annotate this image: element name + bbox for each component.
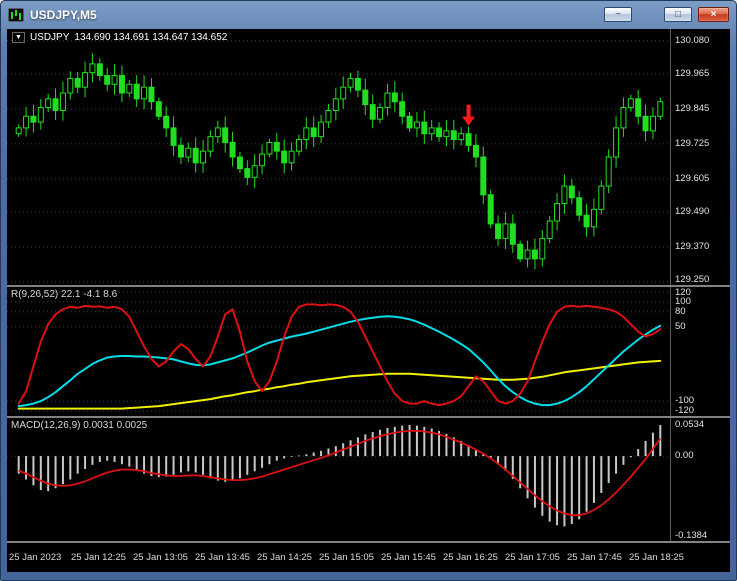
axis-label: 129.845 <box>675 103 710 114</box>
quote-ohlc: 134.690 134.691 134.647 134.652 <box>74 32 228 43</box>
time-label: 25 Jan 18:25 <box>629 552 684 563</box>
time-label: 25 Jan 17:05 <box>505 552 560 563</box>
panel-divider[interactable] <box>7 285 730 287</box>
time-label: 25 Jan 15:05 <box>319 552 374 563</box>
macd-axis[interactable]: 0.0534 0.00 -0.1384 <box>671 418 730 541</box>
axis-label: -120 <box>675 405 695 416</box>
minimize-button[interactable]: − <box>604 7 632 22</box>
window-icon <box>7 7 25 22</box>
axis-label: 80 <box>675 305 686 317</box>
axis-label: -0.1384 <box>675 530 708 541</box>
axis-label: 100 <box>675 295 691 307</box>
price-panel: 130.080 129.965 129.845 129.725 129.605 129.4… <box>7 29 730 285</box>
oscillator-axis[interactable]: 120 100 80 50 -100 -120 <box>671 287 730 416</box>
axis-label: 129.490 <box>675 206 710 218</box>
macd-panel: 0.0534 0.00 -0.1384 MACD(12,26,9) 0.0031 0… <box>7 418 730 541</box>
axis-label: 129.965 <box>675 68 710 80</box>
time-label: 25 Jan 15:45 <box>381 552 436 563</box>
axis-label: 120 <box>675 287 691 298</box>
axis-label: 0.00 <box>675 450 694 462</box>
axis-label: -100 <box>675 395 695 407</box>
axis-label: 50 <box>675 320 686 332</box>
time-label: 25 Jan 12:25 <box>71 552 126 563</box>
price-axis[interactable]: 130.080 129.965 129.845 129.725 129.605 129.4… <box>671 29 730 285</box>
quote-line[interactable]: ▼ USDJPY 134.690 134.691 134.647 134.652 <box>12 32 227 43</box>
panel-divider[interactable] <box>7 416 730 418</box>
maximize-button[interactable]: □ <box>664 7 692 22</box>
axis-label: 130.080 <box>675 34 710 46</box>
time-label: 25 Jan 16:25 <box>443 552 498 563</box>
time-axis[interactable]: 25 Jan 2023 25 Jan 12:25 25 Jan 13:05 25 Ja… <box>7 543 730 572</box>
panel-divider[interactable] <box>7 541 730 543</box>
macd-label: MACD(12,26,9) 0.0031 0.0025 <box>11 420 148 431</box>
oscillator-label: R(9,26,52) 22.1 -4.1 8.6 <box>11 289 118 300</box>
axis-label: 129.250 <box>675 274 710 285</box>
time-label: 25 Jan 2023 <box>9 552 62 563</box>
time-label: 25 Jan 13:45 <box>195 552 250 563</box>
axis-label: 129.725 <box>675 137 710 149</box>
oscillator-chart[interactable] <box>7 287 670 416</box>
macd-chart[interactable] <box>7 418 670 541</box>
symbol-dropdown-icon[interactable]: ▼ <box>12 32 25 43</box>
oscillator-panel: 120 100 80 50 -100 -120 R(9,26,52) 22.1 -4.1 … <box>7 287 730 416</box>
time-label: 25 Jan 13:05 <box>133 552 188 563</box>
axis-label: 129.370 <box>675 241 710 253</box>
time-label: 25 Jan 14:25 <box>257 552 312 563</box>
window-title: USDJPY,M5 <box>30 7 97 22</box>
axis-label: 0.0534 <box>675 418 705 430</box>
close-button[interactable]: × <box>698 7 729 22</box>
titlebar[interactable]: USDJPY,M5 − □ × <box>1 1 736 28</box>
quote-symbol: USDJPY <box>29 32 70 43</box>
axis-label: 129.605 <box>675 172 710 184</box>
chart-client-area: 130.080 129.965 129.845 129.725 129.605 129.4… <box>7 29 730 572</box>
time-label: 25 Jan 17:45 <box>567 552 622 563</box>
price-chart[interactable] <box>7 29 670 285</box>
